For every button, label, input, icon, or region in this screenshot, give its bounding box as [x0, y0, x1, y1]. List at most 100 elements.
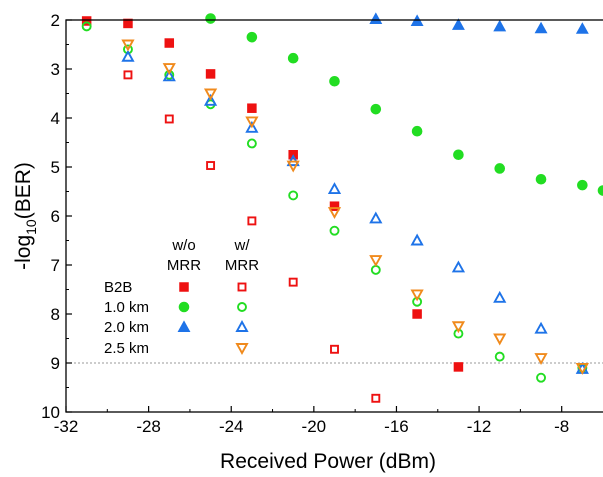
- legend-marker-2-0-km-w-o-mrr: [177, 320, 191, 332]
- x-tick-label: -20: [302, 417, 327, 436]
- data-point: [494, 351, 505, 362]
- x-tick-label: -28: [136, 417, 161, 436]
- data-point: [451, 321, 466, 334]
- x-tick-label: -16: [384, 417, 409, 436]
- data-point: [287, 52, 299, 64]
- y-tick-label: 4: [51, 109, 60, 128]
- x-tick-label: -32: [54, 417, 79, 436]
- legend-label-2-5km: 2.5 km: [104, 340, 149, 357]
- data-point: [164, 38, 175, 48]
- legend-header-with-mrr-line1: w/: [234, 237, 251, 254]
- data-point: [203, 88, 218, 101]
- y-axis-title-tail: (BER): [12, 162, 35, 219]
- data-points-layer: [81, 12, 603, 403]
- data-point: [247, 103, 257, 113]
- data-point: [288, 277, 298, 287]
- data-point: [371, 393, 381, 403]
- data-point: [205, 13, 216, 24]
- y-axis-title: -log10(BER): [12, 162, 39, 270]
- data-point: [327, 207, 342, 220]
- data-point: [246, 31, 258, 43]
- series-b2b-w-o-mrr: [81, 16, 464, 372]
- series-2-0-km-w-mrr: [121, 49, 589, 374]
- x-tick-label: -24: [219, 417, 244, 436]
- legend-marker-b2b-w-mrr: [237, 282, 247, 292]
- data-point: [534, 21, 548, 34]
- y-tick-label: 7: [51, 256, 60, 275]
- data-point: [369, 211, 383, 224]
- data-point: [370, 103, 382, 115]
- y-tick-label: 6: [51, 207, 60, 226]
- legend-label-2km: 2.0 km: [104, 319, 149, 336]
- legend-marker-2-5-km-w-mrr: [235, 343, 249, 355]
- y-tick-label: 9: [51, 354, 60, 373]
- data-point: [329, 75, 340, 87]
- legend-header-with-mrr-line2: MRR: [225, 257, 259, 274]
- y-tick-label: 2: [51, 11, 60, 30]
- data-point: [451, 18, 465, 30]
- legend-header-without-mrr-line1: w/o: [171, 237, 195, 254]
- legend: w/o MRR w/ MRR B2B 1.0 km 2.0 km 2.5 km: [104, 237, 259, 357]
- data-point: [577, 179, 588, 191]
- data-point: [162, 63, 176, 75]
- legend-markers: [177, 282, 249, 355]
- data-point: [246, 138, 257, 149]
- data-point: [123, 18, 133, 29]
- series-b2b-w-mrr: [123, 70, 381, 403]
- series-2-0-km-w-o-mrr: [369, 12, 589, 34]
- data-point: [81, 21, 92, 32]
- data-point: [329, 225, 340, 236]
- data-point: [451, 260, 466, 273]
- legend-marker-b2b-w-o-mrr: [179, 282, 189, 292]
- data-point: [121, 39, 135, 52]
- data-point: [288, 190, 299, 201]
- data-point: [534, 353, 548, 366]
- data-point: [164, 114, 174, 124]
- data-point: [121, 49, 135, 62]
- series-2-5-km-w-mrr: [121, 39, 589, 375]
- y-tick-label: 8: [51, 305, 60, 324]
- data-point: [81, 16, 92, 26]
- data-point: [493, 290, 507, 303]
- series-1-0-km-w-o-mrr: [205, 13, 603, 196]
- data-point: [575, 362, 589, 375]
- data-point: [245, 120, 259, 133]
- data-point: [123, 70, 133, 80]
- data-point: [247, 216, 257, 226]
- data-point: [206, 161, 216, 170]
- data-point: [453, 149, 464, 161]
- data-point: [370, 264, 381, 275]
- legend-header-without-mrr-line2: MRR: [167, 257, 201, 274]
- legend-marker-1-0-km-w-mrr: [237, 302, 247, 312]
- data-point: [536, 372, 546, 383]
- y-tick-label: 5: [51, 158, 60, 177]
- data-point: [410, 289, 424, 302]
- data-point: [597, 185, 603, 196]
- data-point: [412, 309, 422, 319]
- y-axis-title-main: -log: [12, 235, 35, 270]
- data-point: [329, 201, 340, 211]
- data-point: [493, 19, 507, 32]
- data-point: [162, 69, 176, 82]
- data-point: [493, 333, 507, 346]
- data-point: [203, 93, 218, 106]
- legend-marker-2-0-km-w-mrr: [235, 320, 249, 332]
- legend-marker-1-0-km-w-o-mrr: [178, 301, 190, 313]
- x-axis-title: Received Power (dBm): [220, 450, 436, 473]
- data-point: [411, 125, 423, 137]
- data-point: [575, 22, 589, 34]
- data-point: [535, 173, 547, 185]
- x-tick-label: -8: [554, 417, 569, 436]
- axis-ticks-layer: -32 -28 -24 -20 -16 -12 -8 2 3 4 5 6 7 8 9 10: [41, 11, 569, 436]
- data-point: [369, 255, 383, 268]
- legend-label-1km: 1.0 km: [104, 299, 149, 316]
- y-axis-title-subscript: 10: [23, 219, 39, 235]
- x-tick-label: -12: [467, 417, 492, 436]
- data-point: [245, 116, 259, 129]
- data-point: [494, 163, 506, 174]
- data-point: [327, 182, 342, 195]
- data-point: [330, 344, 339, 354]
- data-point: [369, 12, 383, 24]
- y-tick-label: 10: [41, 403, 60, 422]
